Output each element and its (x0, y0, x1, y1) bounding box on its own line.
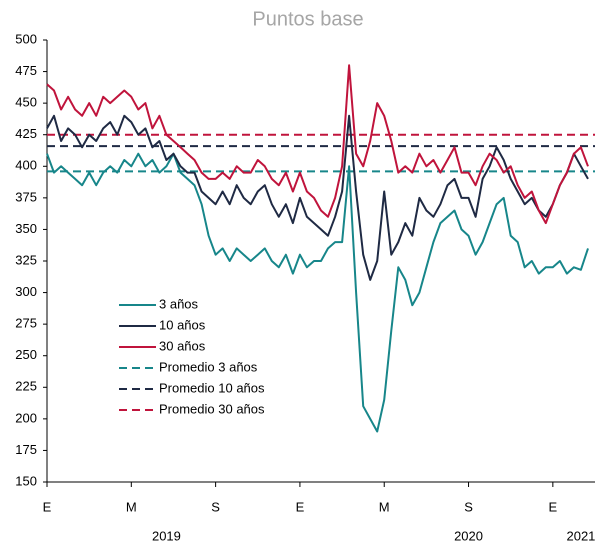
series-line (46, 114, 589, 281)
y-tick-label: 425 (15, 126, 37, 141)
y-tick-label: 250 (15, 347, 37, 362)
year-label: 2021 (566, 528, 595, 543)
y-tick-label: 150 (15, 473, 37, 488)
legend-label: Promedio 3 años (159, 359, 258, 374)
x-tick-label: M (379, 499, 390, 514)
y-tick-label: 450 (15, 95, 37, 110)
legend-label: Promedio 30 años (159, 401, 265, 416)
x-tick-label: S (211, 499, 220, 514)
y-tick-label: 300 (15, 284, 37, 299)
x-tick-label: M (126, 499, 137, 514)
y-tick-label: 375 (15, 189, 37, 204)
legend-label: Promedio 10 años (159, 380, 265, 395)
y-tick-label: 475 (15, 63, 37, 78)
series-line (46, 152, 589, 433)
legend-label: 3 años (159, 296, 199, 311)
y-tick-label: 400 (15, 158, 37, 173)
x-tick-label: E (43, 499, 52, 514)
year-label: 2019 (152, 528, 181, 543)
y-tick-label: 275 (15, 316, 37, 331)
chart-title: Puntos base (252, 8, 363, 30)
y-tick-label: 350 (15, 221, 37, 236)
legend-label: 30 años (159, 338, 206, 353)
y-tick-label: 325 (15, 252, 37, 267)
year-label: 2020 (454, 528, 483, 543)
x-tick-label: S (464, 499, 473, 514)
series-line (46, 64, 589, 225)
y-tick-label: 200 (15, 410, 37, 425)
x-tick-label: E (549, 499, 558, 514)
y-tick-label: 225 (15, 379, 37, 394)
legend-label: 10 años (159, 317, 206, 332)
x-tick-label: E (296, 499, 305, 514)
y-tick-label: 500 (15, 31, 37, 46)
y-tick-label: 175 (15, 442, 37, 457)
